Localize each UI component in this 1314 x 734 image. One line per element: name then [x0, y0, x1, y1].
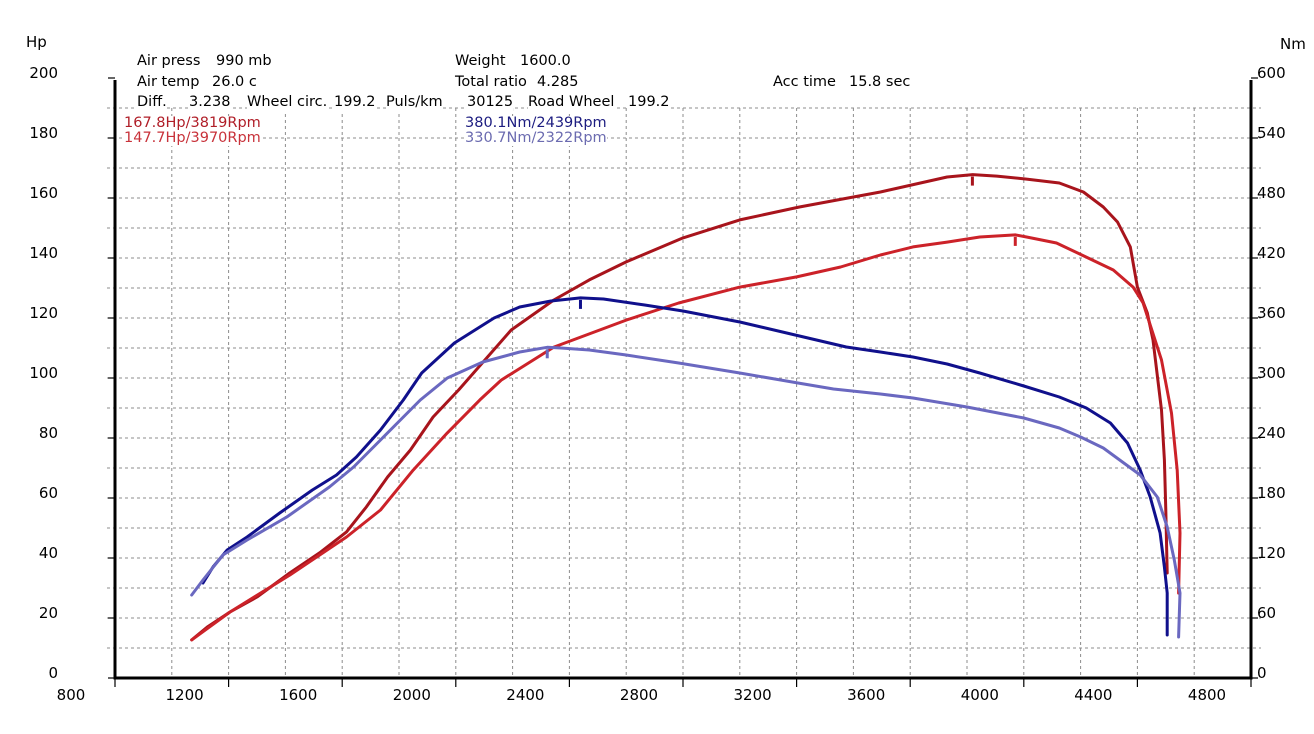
x-tick-label: 2000 [393, 686, 431, 704]
left-y-tick-label: 0 [48, 664, 58, 682]
wheel-circ-label: Wheel circ. [247, 94, 328, 111]
right-y-tick-label: 180 [1257, 484, 1286, 502]
air-press-value: 990 mb [216, 53, 272, 70]
right-axis-unit: Nm [1280, 35, 1306, 53]
weight-value: 1600.0 [520, 53, 571, 70]
x-tick-label: 1200 [166, 686, 204, 704]
right-y-tick-label: 480 [1257, 184, 1286, 202]
total-ratio-value: 4.285 [537, 74, 579, 91]
left-y-tick-label: 120 [29, 304, 58, 322]
legend-power-1: 167.8Hp/3819Rpm [124, 115, 261, 131]
air-press-label: Air press [137, 53, 201, 70]
left-y-tick-label: 100 [29, 364, 58, 382]
puls-km-value: 30125 [467, 94, 514, 111]
x-tick-label: 2400 [506, 686, 544, 704]
x-tick-label: 2800 [620, 686, 658, 704]
wheel-circ-value: 199.2 [334, 94, 376, 111]
left-y-tick-label: 200 [29, 64, 58, 82]
left-axis-unit: Hp [26, 33, 47, 51]
left-y-tick-label: 20 [39, 604, 58, 622]
x-tick-label: 3200 [734, 686, 772, 704]
left-y-tick-label: 160 [29, 184, 58, 202]
legend-power-2: 147.7Hp/3970Rpm [124, 130, 261, 146]
x-tick-label: 1600 [279, 686, 317, 704]
weight-label: Weight [455, 53, 506, 70]
right-y-tick-label: 420 [1257, 244, 1286, 262]
right-y-tick-label: 540 [1257, 124, 1286, 142]
right-y-tick-label: 600 [1257, 64, 1286, 82]
x-tick-label: 4400 [1074, 686, 1112, 704]
acc-time-value: 15.8 sec [849, 74, 911, 91]
right-y-tick-label: 300 [1257, 364, 1286, 382]
series-line-power-1 [190, 173, 1169, 642]
x-tick-label: 4000 [961, 686, 999, 704]
left-y-tick-label: 180 [29, 124, 58, 142]
right-y-tick-label: 240 [1257, 424, 1286, 442]
right-y-tick-label: 0 [1257, 664, 1267, 682]
x-tick-label: 800 [57, 686, 86, 704]
acc-time-label: Acc time [773, 74, 836, 91]
left-y-tick-label: 140 [29, 244, 58, 262]
air-temp-value: 26.0 c [212, 74, 257, 91]
right-y-tick-label: 60 [1257, 604, 1276, 622]
right-y-tick-label: 120 [1257, 544, 1286, 562]
left-y-tick-label: 40 [39, 544, 58, 562]
air-temp-label: Air temp [137, 74, 200, 91]
series-line-torque-1 [201, 296, 1169, 637]
series-line-torque-2 [190, 345, 1182, 639]
x-tick-label: 3600 [847, 686, 885, 704]
x-tick-label: 4800 [1188, 686, 1226, 704]
road-wheel-value: 199.2 [628, 94, 670, 111]
diff-value: 3.238 [189, 94, 231, 111]
diff-label: Diff. [137, 94, 167, 111]
total-ratio-label: Total ratio [455, 74, 527, 91]
left-y-tick-label: 80 [39, 424, 58, 442]
road-wheel-label: Road Wheel [528, 94, 615, 111]
legend-torque-2: 330.7Nm/2322Rpm [465, 130, 607, 146]
series-line-power-2 [190, 233, 1182, 642]
legend-torque-1: 380.1Nm/2439Rpm [465, 115, 607, 131]
left-y-tick-label: 60 [39, 484, 58, 502]
right-y-tick-label: 360 [1257, 304, 1286, 322]
puls-km-label: Puls/km [386, 94, 443, 111]
